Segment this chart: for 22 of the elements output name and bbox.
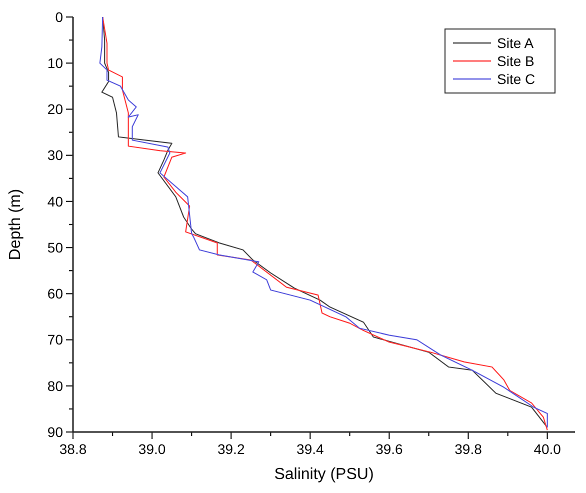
x-tick-label: 38.8 [59, 441, 87, 457]
x-tick-label: 39.8 [454, 441, 482, 457]
y-tick-label: 20 [47, 101, 64, 118]
x-axis-title: Salinity (PSU) [274, 466, 374, 483]
y-tick-label: 30 [47, 147, 64, 164]
y-tick-label: 90 [47, 424, 64, 440]
legend-label: Site B [497, 52, 534, 69]
legend-label: Site C [497, 70, 536, 87]
y-tick-label: 80 [47, 378, 64, 394]
y-tick-label: 10 [47, 55, 64, 72]
y-axis-title: Depth (m) [7, 188, 24, 260]
legend-label: Site A [497, 34, 534, 51]
x-tick-label: 39.0 [138, 441, 166, 457]
x-tick-label: 39.6 [376, 441, 404, 457]
y-tick-label: 0 [55, 8, 64, 25]
y-tick-label: 40 [47, 193, 64, 210]
y-tick-label: 60 [47, 286, 64, 302]
y-tick-label: 50 [47, 239, 64, 256]
x-tick-label: 40.0 [534, 441, 562, 457]
x-tick-label: 39.2 [217, 441, 245, 457]
x-tick-label: 39.4 [296, 441, 324, 457]
y-tick-label: 70 [47, 332, 64, 348]
